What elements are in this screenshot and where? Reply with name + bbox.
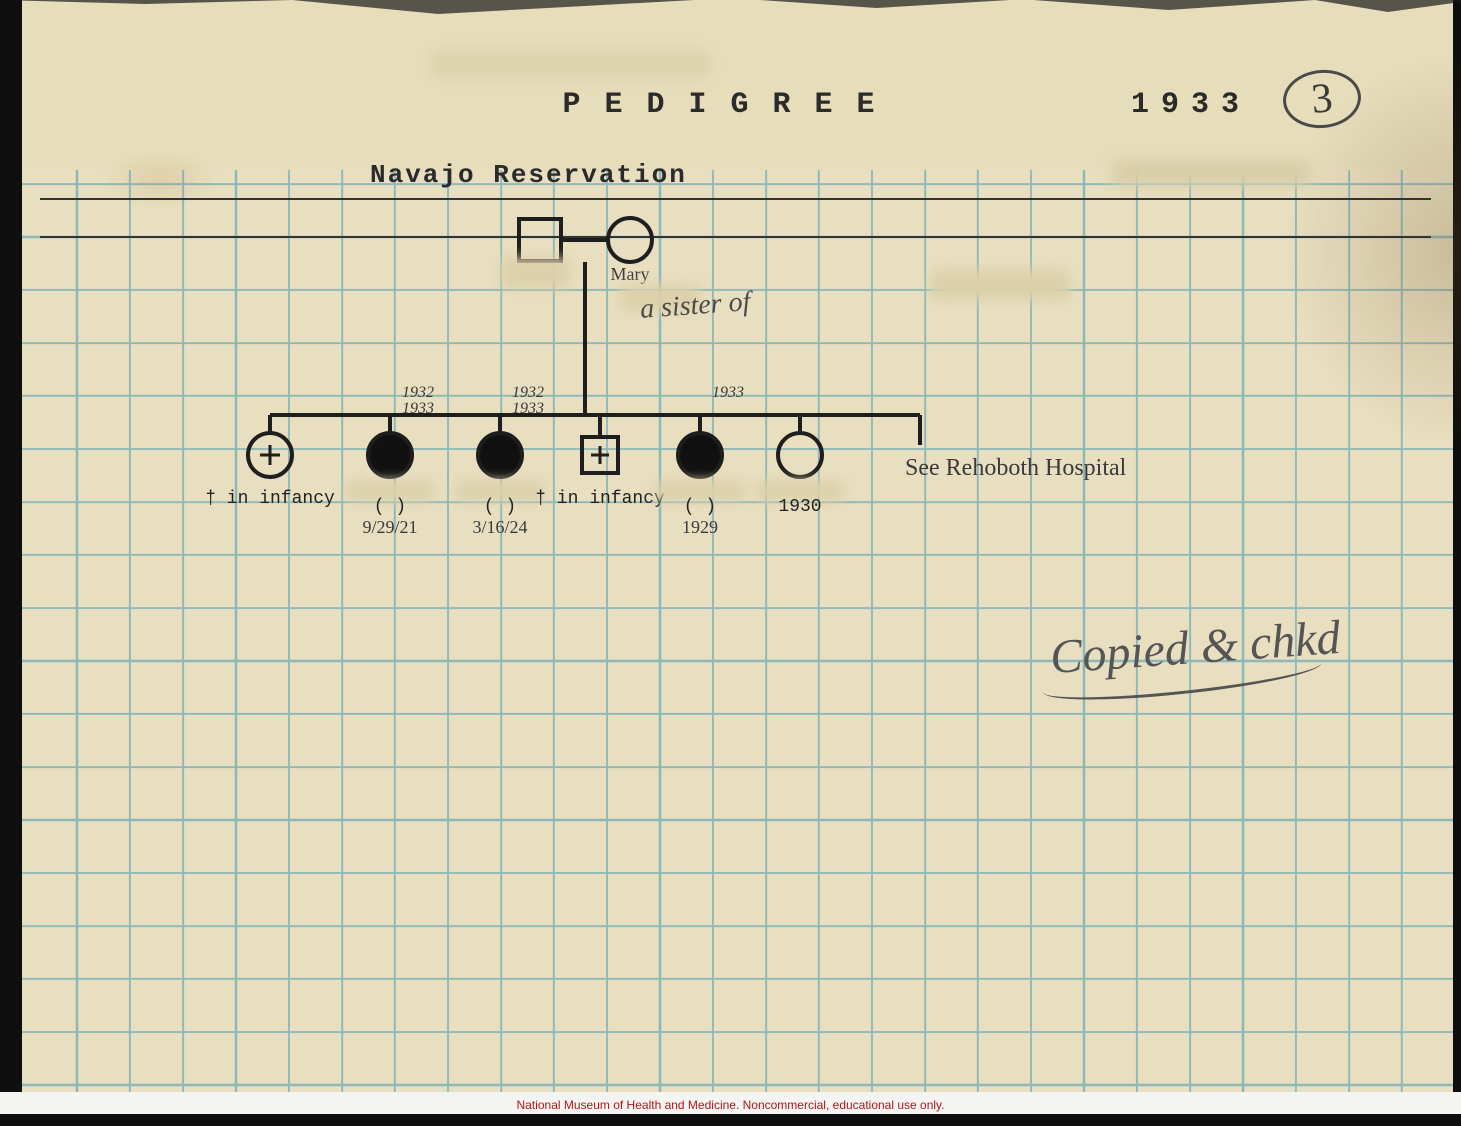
- svg-text:Mary: Mary: [611, 264, 650, 284]
- subtitle-location: Navajo Reservation: [370, 160, 687, 190]
- svg-text:1933: 1933: [712, 384, 744, 401]
- svg-text:† in infancy: † in infancy: [205, 489, 335, 509]
- pedigree-tree: Mary† in infancy19321933( )9/29/21193219…: [60, 200, 1260, 560]
- svg-text:( ): ( ): [684, 497, 716, 517]
- svg-text:1930: 1930: [778, 497, 821, 517]
- museum-caption: National Museum of Health and Medicine. …: [0, 1092, 1461, 1114]
- svg-text:1932: 1932: [512, 384, 544, 401]
- svg-text:1929: 1929: [682, 517, 718, 537]
- svg-text:† in infancy: † in infancy: [535, 489, 665, 509]
- svg-text:9/29/21: 9/29/21: [362, 517, 417, 537]
- redacted-blur: [1111, 160, 1311, 186]
- svg-text:3/16/24: 3/16/24: [472, 517, 527, 537]
- svg-text:( ): ( ): [374, 497, 406, 517]
- redacted-blur: [430, 50, 710, 78]
- page-number: 3: [1309, 74, 1334, 124]
- handwritten-note-hospital: See Rehoboth Hospital: [905, 455, 1126, 482]
- svg-text:1933: 1933: [402, 400, 434, 417]
- frame-edge: [0, 1112, 1461, 1126]
- svg-text:1933: 1933: [512, 400, 544, 417]
- frame-edge: [0, 0, 22, 1126]
- document-year: 1933: [1131, 88, 1251, 122]
- svg-text:1932: 1932: [402, 384, 434, 401]
- svg-text:( ): ( ): [484, 497, 516, 517]
